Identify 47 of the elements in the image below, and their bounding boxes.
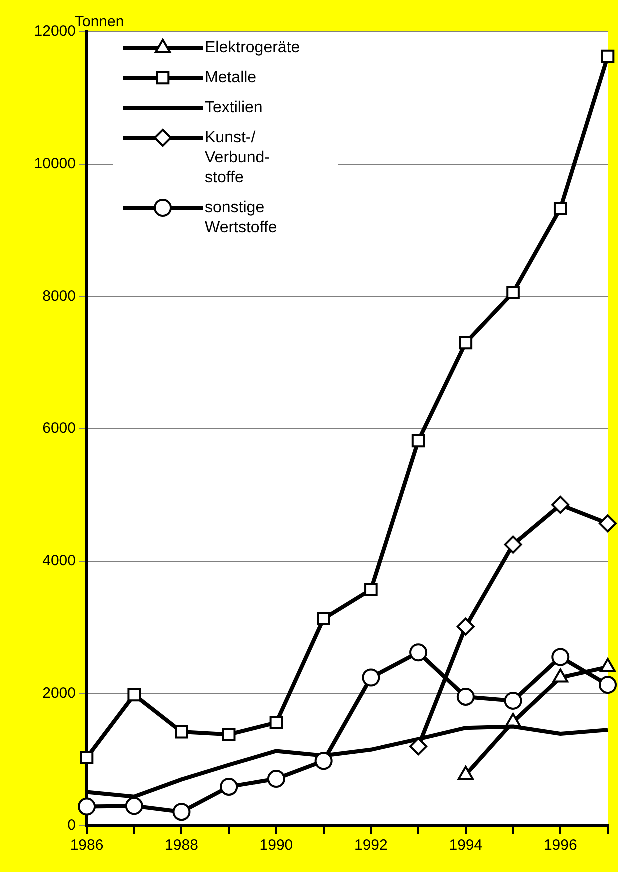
- legend-label: Kunst-/Verbund-stoffe: [205, 129, 270, 186]
- legend-label: Textilien: [205, 99, 263, 116]
- point: [504, 536, 522, 554]
- point: [599, 676, 617, 694]
- point: [362, 668, 380, 687]
- y-tick-label: 12000: [34, 23, 76, 40]
- point: [317, 612, 330, 626]
- y-tick-label: 8000: [42, 288, 76, 305]
- x-tick-label: 1990: [260, 837, 294, 854]
- point: [412, 434, 426, 448]
- y-tick-label: 4000: [42, 552, 76, 570]
- point: [364, 583, 378, 596]
- point: [78, 798, 96, 816]
- y-axis-title: Tonnen: [75, 14, 124, 31]
- x-tick-label: 1994: [449, 837, 483, 854]
- point: [456, 618, 475, 636]
- point: [222, 728, 236, 742]
- x-tick-label: 1988: [165, 837, 198, 854]
- y-tick-label: 6000: [42, 420, 76, 438]
- point: [504, 692, 522, 710]
- point: [599, 514, 617, 533]
- point: [601, 50, 615, 64]
- point: [554, 202, 568, 216]
- point: [128, 688, 142, 702]
- point: [506, 286, 520, 300]
- point: [220, 778, 238, 796]
- legend-label: Metalle: [205, 69, 257, 86]
- legend-label: Elektrogeräte: [205, 39, 300, 56]
- point: [172, 803, 191, 822]
- point: [459, 336, 473, 350]
- x-tick-label: 1996: [544, 837, 578, 854]
- point: [267, 770, 286, 788]
- point: [175, 725, 188, 739]
- y-tick-label: 10000: [34, 155, 76, 172]
- point: [552, 648, 570, 666]
- x-tick-label: 1986: [70, 837, 104, 854]
- point: [410, 644, 428, 662]
- point: [456, 688, 475, 706]
- point: [552, 496, 570, 514]
- point: [314, 752, 333, 770]
- point: [270, 716, 284, 730]
- point: [80, 751, 94, 765]
- legend-label: sonstige Wertstoffe: [205, 199, 278, 236]
- y-tick-label: 2000: [42, 684, 76, 702]
- x-tick-label: 1992: [354, 837, 388, 854]
- point: [125, 797, 144, 816]
- y-tick-label: 0: [68, 817, 76, 834]
